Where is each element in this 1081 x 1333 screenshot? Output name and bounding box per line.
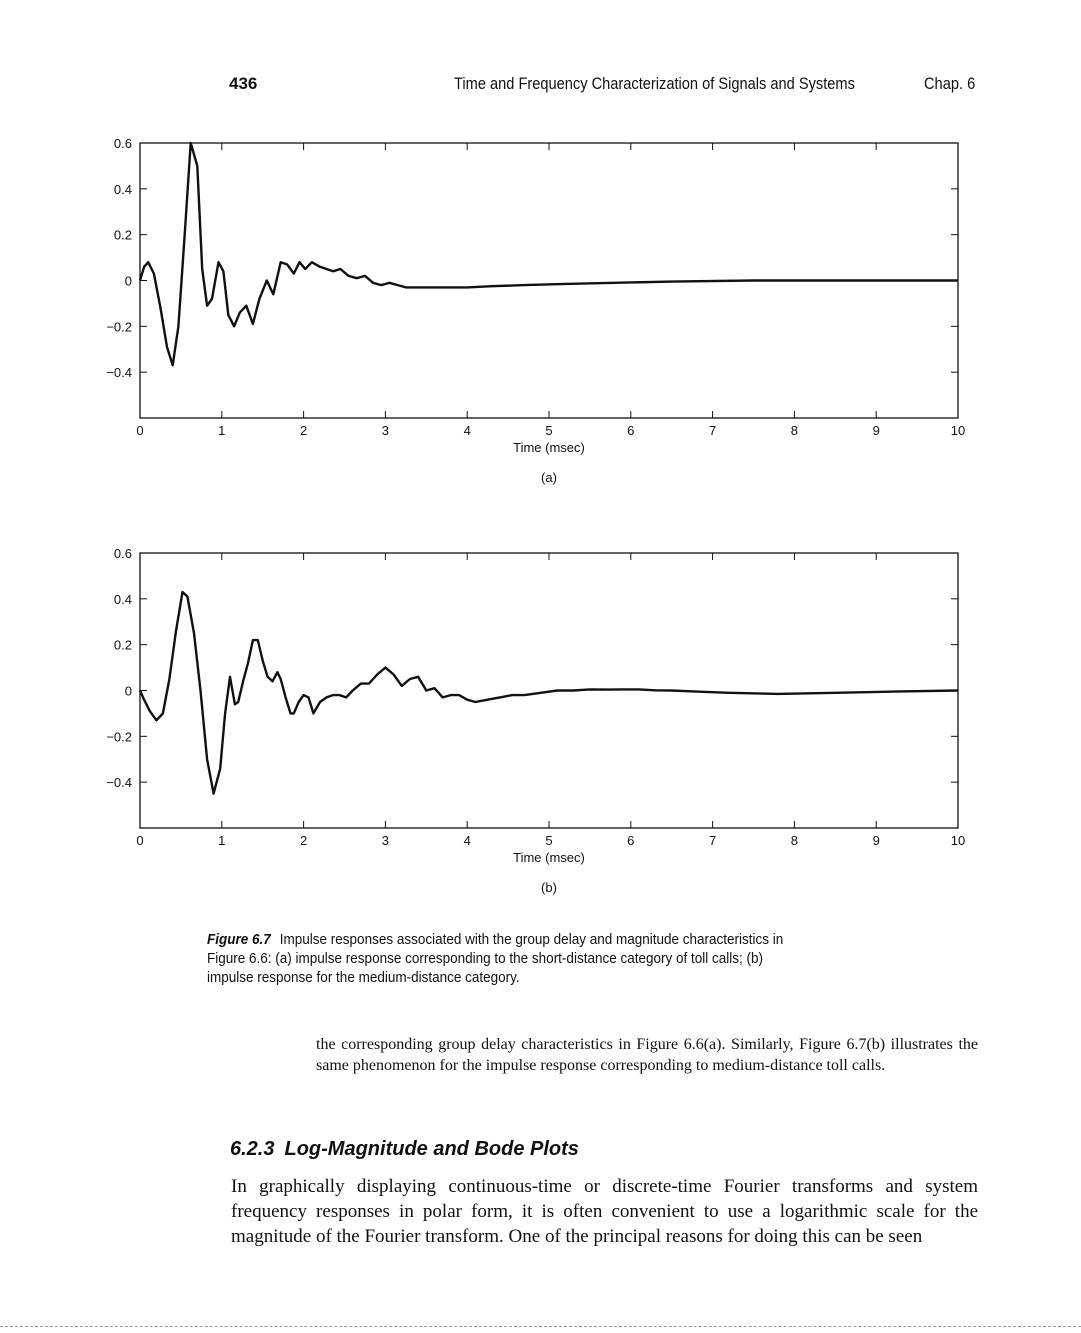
- x-tick-label: 8: [791, 423, 798, 438]
- y-tick-label: 0.4: [114, 182, 132, 197]
- panel-label: (b): [541, 880, 557, 895]
- body-paragraph: In graphically displaying continuous-tim…: [231, 1176, 978, 1247]
- x-tick-label: 7: [709, 423, 716, 438]
- x-tick-label: 10: [951, 833, 965, 848]
- chapter-label: Chap. 6: [924, 74, 976, 93]
- y-tick-label: −0.4: [106, 775, 132, 790]
- x-tick-label: 1: [218, 833, 225, 848]
- x-tick-label: 1: [218, 423, 225, 438]
- x-tick-label: 5: [545, 423, 552, 438]
- section-title: Log-Magnitude and Bode Plots: [284, 1138, 579, 1160]
- y-tick-label: 0.4: [114, 592, 132, 607]
- x-tick-label: 6: [627, 423, 634, 438]
- impulse-response-line: [138, 590, 959, 795]
- y-tick-label: 0.2: [114, 228, 132, 243]
- impulse-response-plot-a: 0 1 2 3 4 5 6 7 8 9 10 0.6 0.4 0.2 0 −0.2 −0.4 Time (msec…: [106, 136, 965, 485]
- y-tick-label: −0.4: [106, 365, 132, 380]
- y-tick-label: 0: [125, 684, 132, 699]
- x-tick-label: 5: [545, 833, 552, 848]
- panel-label: (a): [541, 470, 557, 485]
- x-tick-label: 0: [136, 833, 143, 848]
- y-tick-label: 0.2: [114, 638, 132, 653]
- figure-caption-text: Impulse responses associated with the gr…: [207, 931, 784, 986]
- y-tick-label: −0.2: [106, 729, 132, 744]
- section-number: 6.2.3: [230, 1138, 275, 1160]
- x-tick-label: 9: [873, 833, 880, 848]
- x-tick-label: 4: [464, 833, 471, 848]
- running-title: Time and Frequency Characterization of S…: [454, 74, 855, 93]
- figure-caption: Figure 6.7 Impulse responses associated w…: [207, 930, 801, 987]
- x-tick-label: 7: [709, 833, 716, 848]
- x-axis-label: Time (msec): [513, 850, 585, 865]
- x-tick-label: 9: [873, 423, 880, 438]
- impulse-response-plot-b: 0 1 2 3 4 5 6 7 8 9 10 0.6 0.4 0.2 0 −0.2 −0.4 Time (msec…: [106, 546, 965, 895]
- x-tick-label: 4: [464, 423, 471, 438]
- y-tick-label: 0.6: [114, 136, 132, 151]
- x-axis-label: Time (msec): [513, 440, 585, 455]
- continuation-paragraph: the corresponding group delay characteri…: [316, 1036, 978, 1074]
- x-tick-label: 3: [382, 833, 389, 848]
- section-heading: 6.2.3 Log-Magnitude and Bode Plots: [230, 1138, 579, 1161]
- x-tick-label: 6: [627, 833, 634, 848]
- x-tick-label: 2: [300, 423, 307, 438]
- x-tick-label: 3: [382, 423, 389, 438]
- x-tick-label: 2: [300, 833, 307, 848]
- y-tick-label: 0.6: [114, 546, 132, 561]
- impulse-response-line: [138, 141, 958, 367]
- x-tick-label: 10: [951, 423, 965, 438]
- x-tick-label: 0: [136, 423, 143, 438]
- page-number: 436: [229, 74, 258, 93]
- y-tick-label: 0: [125, 274, 132, 289]
- scan-edge-rule: [0, 1326, 1081, 1327]
- x-tick-label: 8: [791, 833, 798, 848]
- figure-label: Figure 6.7: [207, 931, 271, 948]
- y-tick-label: −0.2: [106, 319, 132, 334]
